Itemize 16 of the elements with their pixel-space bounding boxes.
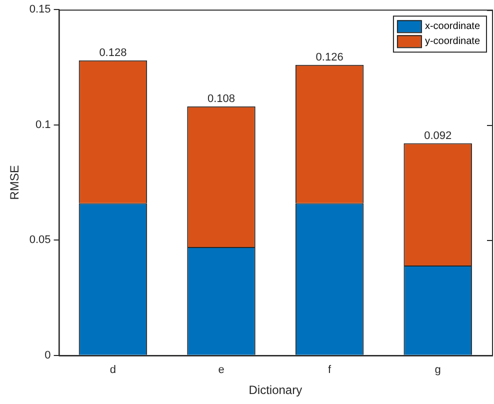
y-axis-title: RMSE: [8, 165, 22, 200]
total-label: 0.092: [424, 130, 452, 142]
x-axis-title: Dictionary: [248, 383, 302, 398]
y-tick-label: 0.05: [29, 234, 51, 246]
total-label: 0.128: [99, 46, 127, 59]
y-tick-label: 0: [44, 349, 51, 362]
x-tick-label: g: [434, 364, 441, 376]
x-tick-label: e: [218, 364, 224, 376]
legend-label: x-coordinate: [424, 20, 480, 32]
x-tick-label: d: [110, 364, 116, 376]
total-label: 0.126: [316, 51, 344, 64]
y-tick-label: 0.15: [29, 4, 51, 16]
y-tick-label: 0.1: [36, 118, 51, 131]
total-label: 0.108: [207, 92, 236, 105]
x-tick-label: f: [328, 364, 332, 376]
legend-label: y-coordinate: [424, 36, 480, 47]
